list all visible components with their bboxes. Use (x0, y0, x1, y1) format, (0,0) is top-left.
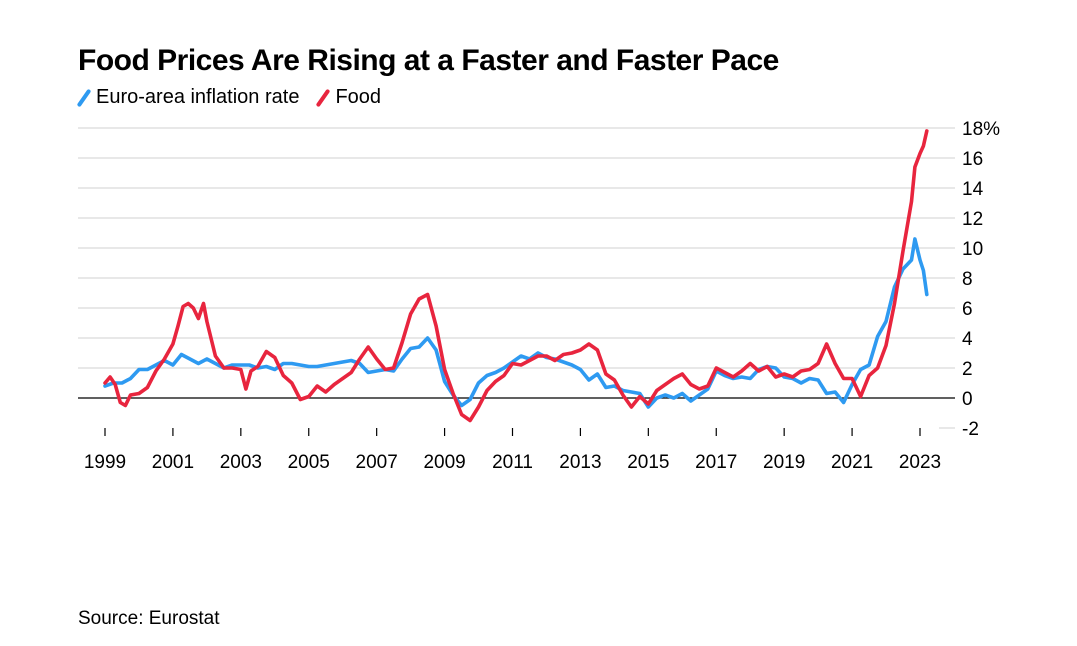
x-tick-label: 2011 (492, 452, 533, 473)
legend: Euro-area inflation rate Food (76, 86, 399, 109)
y-tick-label: 16 (962, 149, 983, 170)
x-tick-label: 2019 (763, 452, 805, 473)
series-line-food (103, 129, 929, 423)
y-tick-label: 4 (962, 329, 973, 350)
x-tick-label: 2015 (627, 452, 669, 473)
y-tick-label: 0 (962, 389, 973, 410)
x-tick-label: 2021 (831, 452, 873, 473)
series-line-euro-area-inflation-rate (103, 237, 929, 409)
y-tick-label: 8 (962, 269, 973, 290)
y-tick-label: 18% (962, 119, 1000, 140)
legend-item-food: Food (316, 86, 382, 109)
legend-label-food: Food (335, 86, 382, 108)
x-tick-label: 2023 (899, 452, 941, 473)
x-tick-label: 2017 (695, 452, 737, 473)
y-tick-label: 14 (962, 179, 984, 200)
x-tick-label: 2013 (559, 452, 601, 473)
x-tick-label: 2001 (152, 452, 194, 473)
source-note: Source: Eurostat (78, 608, 220, 629)
legend-label-inflation: Euro-area inflation rate (96, 86, 300, 108)
y-tick-label: 10 (962, 239, 983, 260)
x-tick-label: 1999 (84, 452, 126, 473)
chart-title: Food Prices Are Rising at a Faster and F… (78, 44, 779, 77)
x-tick-label: 2003 (220, 452, 262, 473)
x-tick-label: 2009 (423, 452, 465, 473)
legend-item-inflation: Euro-area inflation rate (76, 86, 300, 109)
y-tick-label: 2 (962, 359, 973, 380)
x-tick-label: 2007 (356, 452, 398, 473)
y-tick-label: 6 (962, 299, 973, 320)
x-tick-label: 2005 (288, 452, 330, 473)
y-tick-label: -2 (962, 419, 979, 440)
y-tick-label: 12 (962, 209, 983, 230)
